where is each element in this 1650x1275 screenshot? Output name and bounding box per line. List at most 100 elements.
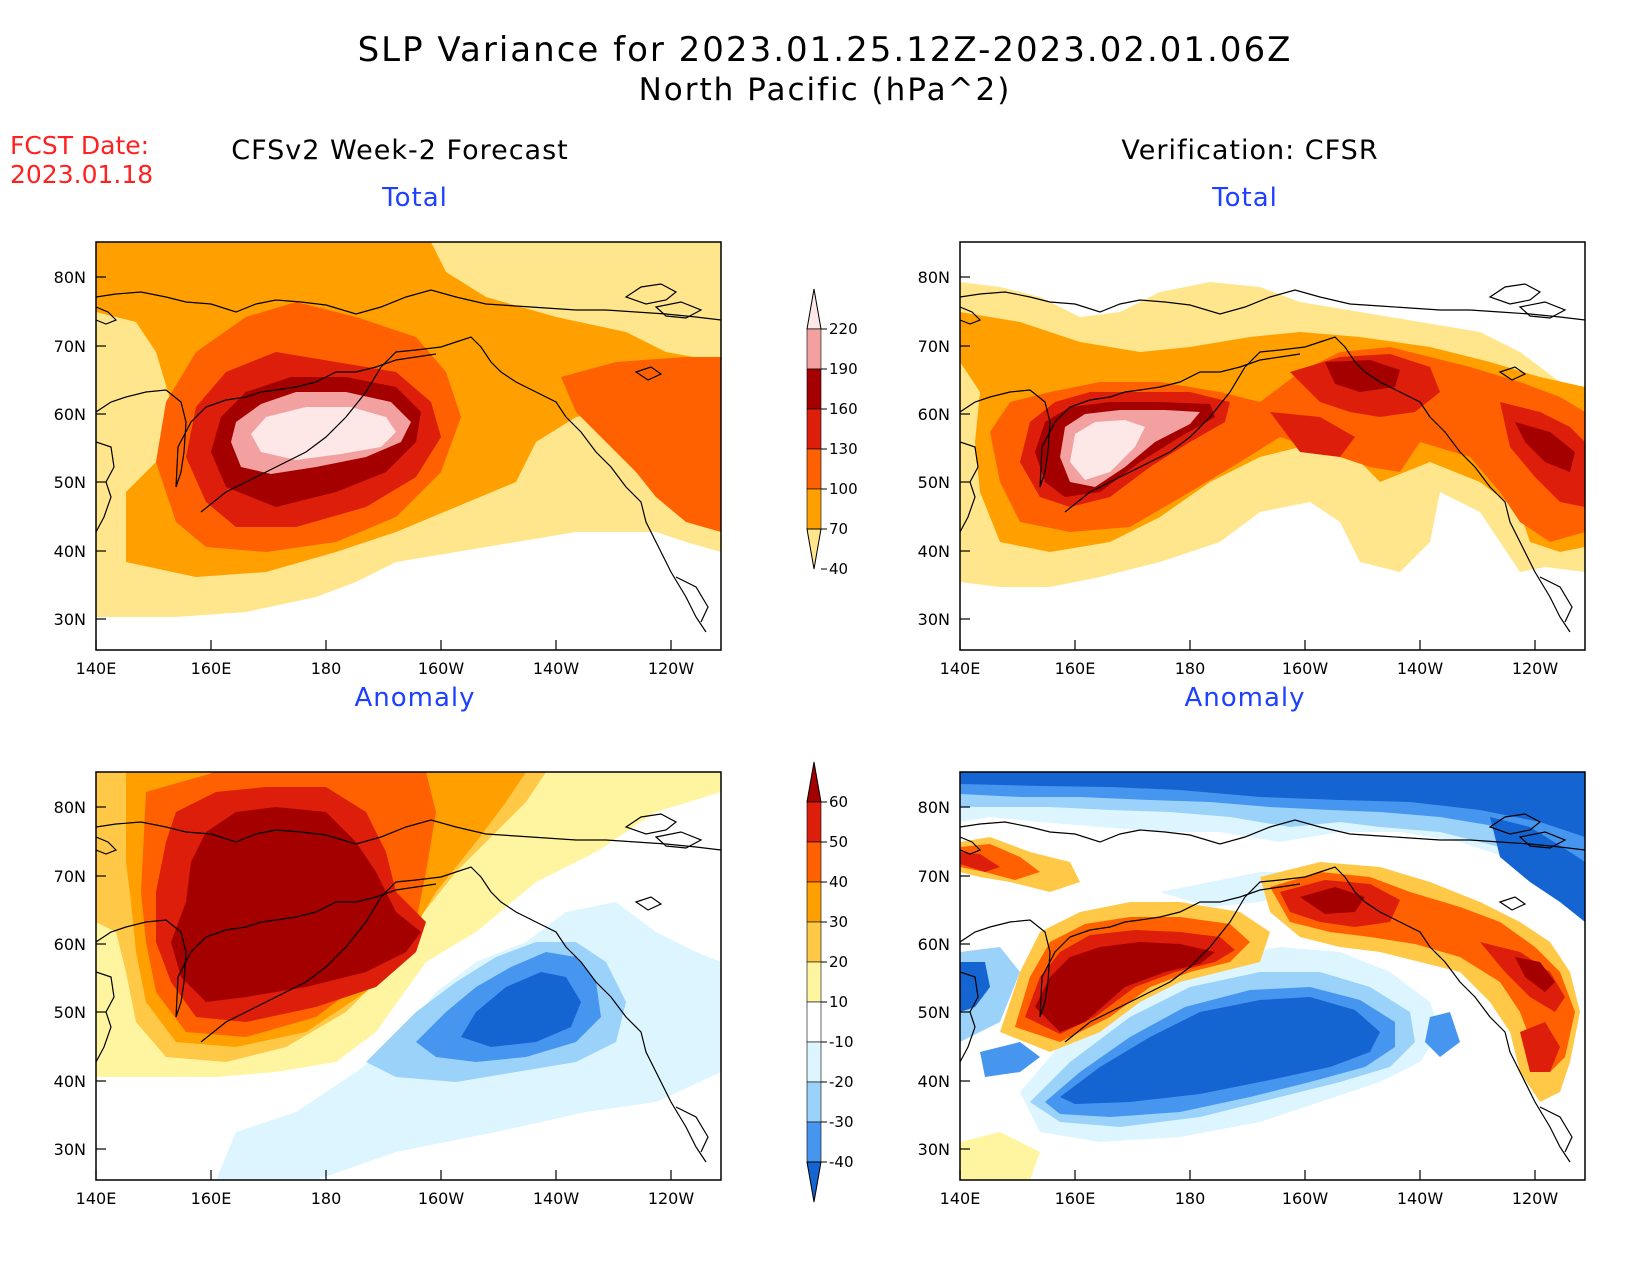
colorbar-label: -10 xyxy=(829,1033,854,1051)
colorbar-segment xyxy=(806,368,822,410)
colorbar-label: 50 xyxy=(829,833,848,851)
y-tick-label: 80N xyxy=(918,268,950,287)
y-tick-label: 60N xyxy=(918,935,950,954)
colorbar-label: 190 xyxy=(829,360,858,378)
colorbar-segment xyxy=(806,761,822,803)
y-tick-label: 40N xyxy=(918,1072,950,1091)
verification-anomaly-frame xyxy=(959,771,1586,1181)
x-tick-label: 140E xyxy=(76,659,117,678)
forecast-total-frame xyxy=(95,241,722,651)
y-tick-label: 60N xyxy=(54,405,86,424)
x-tick-label: 160E xyxy=(191,1189,232,1208)
y-tick-label: 50N xyxy=(54,473,86,492)
colorbar-label: -20 xyxy=(829,1073,854,1091)
colorbar-segment xyxy=(806,1001,822,1043)
colorbar-segment xyxy=(806,1081,822,1123)
x-tick-label: 180 xyxy=(1175,659,1206,678)
colorbar-segment xyxy=(806,921,822,963)
y-tick-label: 40N xyxy=(54,542,86,561)
y-tick-label: 60N xyxy=(54,935,86,954)
forecast-total-label: Total xyxy=(382,183,448,213)
y-tick-label: 40N xyxy=(54,1072,86,1091)
x-tick-label: 160W xyxy=(418,659,465,678)
colorbar-label: -30 xyxy=(829,1113,854,1131)
colorbar-total: 220 190 160 130 100 70 40 xyxy=(806,288,858,578)
x-tick-label: 140W xyxy=(1397,659,1444,678)
colorbar-label: 40 xyxy=(829,560,848,578)
colorbar-label: 220 xyxy=(829,320,858,338)
colorbar-label: 10 xyxy=(829,993,848,1011)
colorbar-segment xyxy=(806,328,822,370)
x-tick-label: 180 xyxy=(311,659,342,678)
y-tick-label: 30N xyxy=(54,610,86,629)
colorbar-label: 20 xyxy=(829,953,848,971)
x-tick-label: 140W xyxy=(1397,1189,1444,1208)
forecast-anomaly-label: Anomaly xyxy=(354,683,476,713)
x-tick-label: 140E xyxy=(940,1189,981,1208)
y-tick-label: 70N xyxy=(918,867,950,886)
colorbar-segment xyxy=(806,488,822,530)
y-tick-label: 80N xyxy=(54,268,86,287)
colorbar-segment xyxy=(806,881,822,923)
verification-total-frame xyxy=(959,241,1586,651)
axis-ticks: 140E 160E 180 160W 140W 120W 80N 70N 60N 50N 40N 30… xyxy=(54,268,1559,1208)
y-tick-label: 50N xyxy=(54,1003,86,1022)
colorbar-label: 40 xyxy=(829,873,848,891)
y-tick-label: 80N xyxy=(918,798,950,817)
x-tick-label: 120W xyxy=(648,659,695,678)
colorbar-label: 100 xyxy=(829,480,858,498)
x-tick-label: 160E xyxy=(1055,659,1096,678)
x-tick-label: 180 xyxy=(311,1189,342,1208)
colorbar-segment xyxy=(806,408,822,450)
colorbar-label: 30 xyxy=(829,913,848,931)
colorbar-anomaly: 60 50 40 30 20 10 -10 -20 -30 -40 xyxy=(806,761,854,1203)
colorbar-label: 130 xyxy=(829,440,858,458)
colorbar-label: 70 xyxy=(829,520,848,538)
y-tick-label: 60N xyxy=(918,405,950,424)
colorbar-label: 160 xyxy=(829,400,858,418)
colorbar-segment xyxy=(806,528,822,570)
y-tick-label: 70N xyxy=(54,337,86,356)
verification-anomaly-label: Anomaly xyxy=(1184,683,1306,713)
y-tick-label: 30N xyxy=(918,610,950,629)
x-tick-label: 120W xyxy=(1512,659,1559,678)
x-tick-label: 160W xyxy=(418,1189,465,1208)
y-tick-label: 30N xyxy=(918,1140,950,1159)
fcst-date-value: 2023.01.18 xyxy=(10,160,154,189)
x-tick-label: 160E xyxy=(191,659,232,678)
colorbar-segment xyxy=(806,961,822,1003)
x-tick-label: 120W xyxy=(1512,1189,1559,1208)
x-tick-label: 160W xyxy=(1282,659,1329,678)
colorbar-segment xyxy=(806,1041,822,1083)
x-tick-label: 140E xyxy=(940,659,981,678)
y-tick-label: 40N xyxy=(918,542,950,561)
forecast-total-map xyxy=(96,242,721,650)
forecast-anomaly-frame xyxy=(95,771,722,1181)
x-tick-label: 160E xyxy=(1055,1189,1096,1208)
x-tick-label: 120W xyxy=(648,1189,695,1208)
right-column-title: Verification: CFSR xyxy=(1121,135,1379,166)
x-tick-label: 140W xyxy=(533,659,580,678)
verification-total-map xyxy=(960,242,1585,650)
x-tick-label: 140E xyxy=(76,1189,117,1208)
y-tick-label: 70N xyxy=(918,337,950,356)
colorbar-label: -40 xyxy=(829,1153,854,1171)
y-tick-label: 50N xyxy=(918,1003,950,1022)
colorbar-segment xyxy=(806,1161,822,1203)
x-tick-label: 180 xyxy=(1175,1189,1206,1208)
fcst-date-label: FCST Date: xyxy=(10,131,150,160)
verification-anomaly-map xyxy=(960,772,1585,1180)
colorbar-segment xyxy=(806,801,822,843)
figure-title-line2: North Pacific (hPa^2) xyxy=(638,72,1012,108)
y-tick-label: 70N xyxy=(54,867,86,886)
forecast-anomaly-map xyxy=(96,772,721,1180)
colorbar-segment xyxy=(806,448,822,490)
y-tick-label: 50N xyxy=(918,473,950,492)
x-tick-label: 160W xyxy=(1282,1189,1329,1208)
y-tick-label: 80N xyxy=(54,798,86,817)
colorbar-label: 60 xyxy=(829,793,848,811)
verification-total-label: Total xyxy=(1212,183,1278,213)
colorbar-segment xyxy=(806,1121,822,1163)
colorbar-segment xyxy=(806,841,822,883)
